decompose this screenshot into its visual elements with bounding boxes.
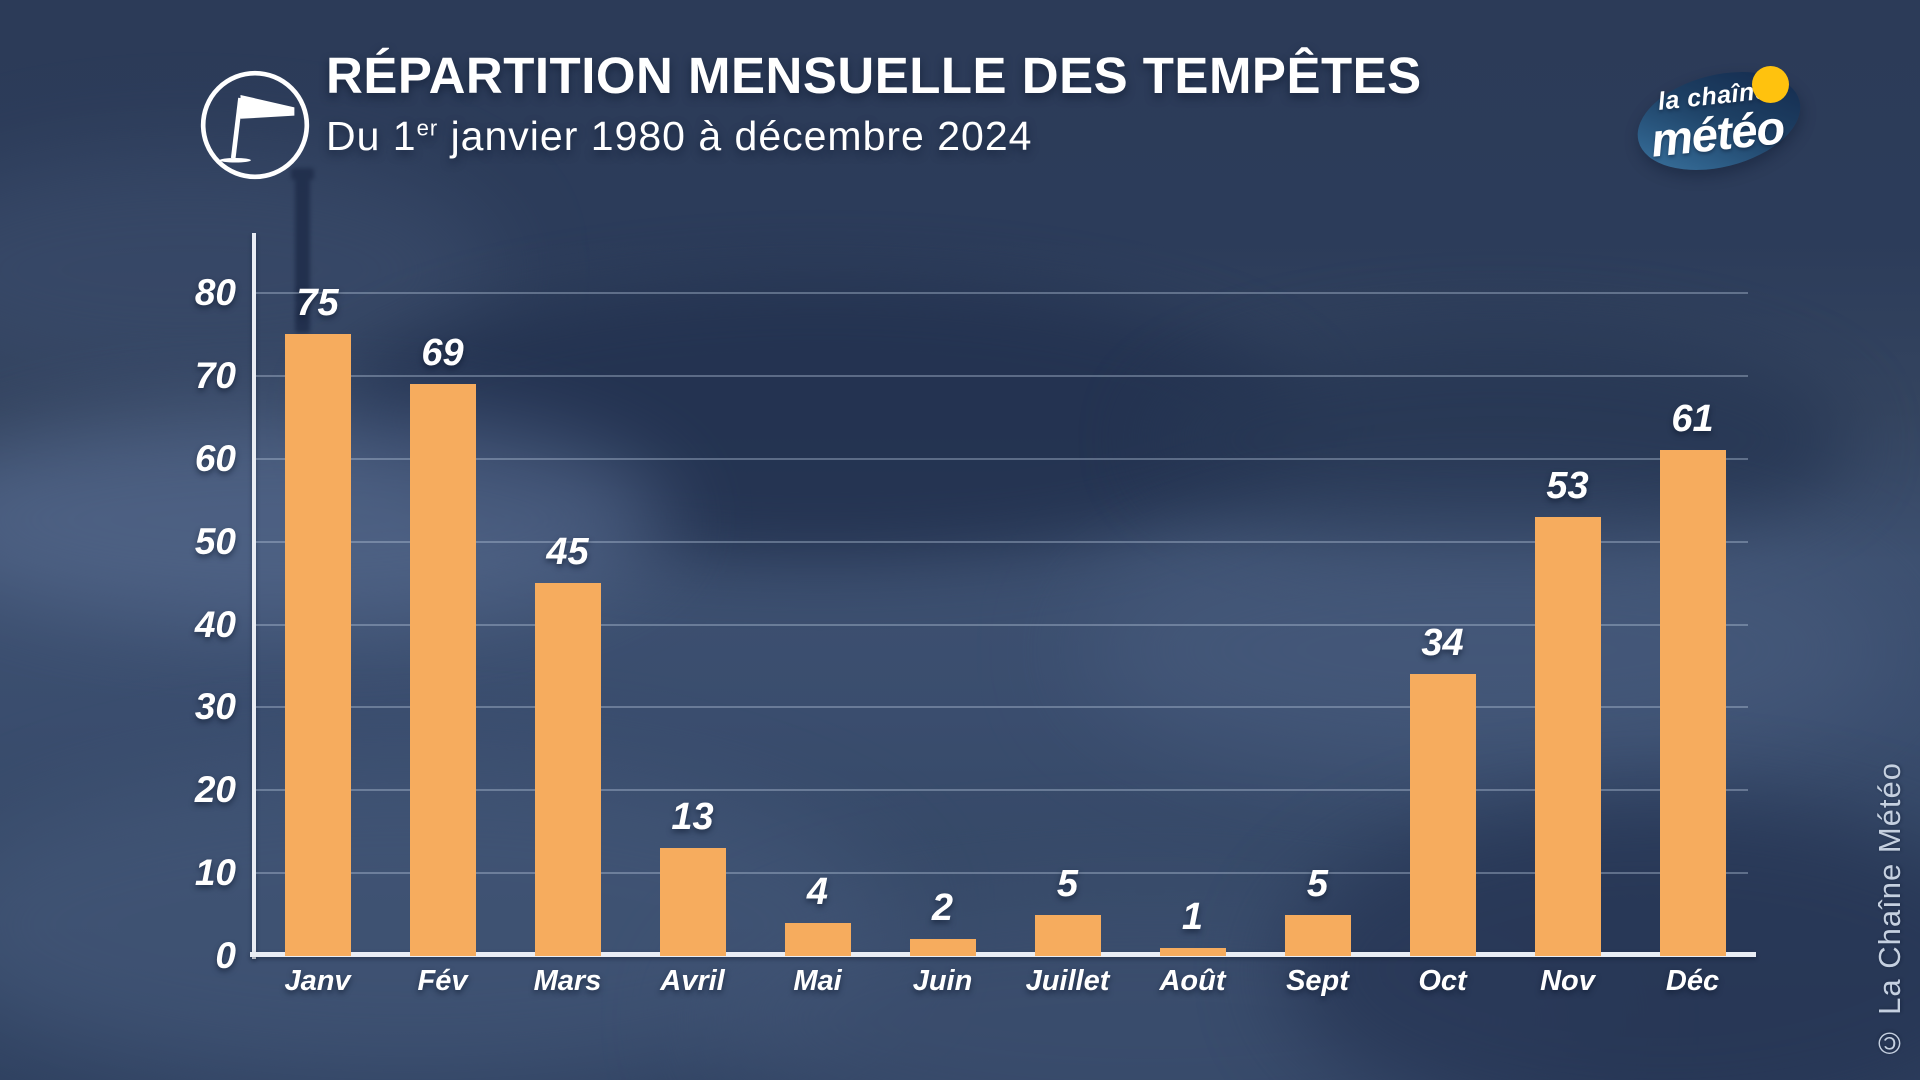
y-axis-label-80: 80 — [194, 272, 236, 313]
bar-value-label-nov: 53 — [1546, 464, 1589, 507]
y-axis-label-70: 70 — [194, 354, 236, 396]
y-axis-label-10: 10 — [194, 852, 236, 894]
bar-value-label-fév: 69 — [421, 332, 464, 375]
x-axis-line — [250, 952, 1756, 957]
bar-value-label-août: 1 — [1181, 895, 1204, 938]
bar-janv — [284, 334, 351, 956]
x-axis-label-sept: Sept — [1286, 965, 1349, 997]
bar-oct — [1409, 674, 1476, 956]
y-axis-label-30: 30 — [194, 686, 236, 728]
bar-juillet — [1034, 914, 1101, 956]
gridline-10 — [256, 872, 1748, 875]
bar-mars — [534, 583, 601, 956]
bar-sept — [1284, 914, 1351, 956]
gridline-70 — [256, 374, 1748, 377]
bar-value-label-mars: 45 — [546, 531, 589, 574]
sun-icon — [1752, 66, 1789, 103]
page-subtitle: Du 1er janvier 1980 à décembre 2024 — [326, 113, 1422, 160]
bar-value-label-avril: 13 — [671, 796, 714, 839]
x-axis-label-avril: Avril — [660, 965, 725, 997]
gridline-80 — [256, 292, 1748, 294]
x-axis-label-août: Août — [1159, 965, 1226, 997]
bar-value-label-oct: 34 — [1421, 622, 1464, 665]
gridline-60 — [256, 457, 1748, 460]
bar-avril — [659, 848, 726, 956]
x-axis-label-mai: Mai — [793, 965, 842, 997]
x-axis-label-juillet: Juillet — [1025, 965, 1110, 997]
gridline-30 — [256, 706, 1748, 709]
bar-value-label-mai: 4 — [806, 870, 829, 913]
gridline-50 — [256, 540, 1748, 543]
x-axis-label-oct: Oct — [1418, 965, 1467, 997]
bar-fév — [409, 384, 476, 956]
copyright-watermark: © La Chaîne Météo — [1872, 761, 1907, 1060]
windsock-icon — [198, 68, 312, 182]
gridline-40 — [256, 623, 1748, 626]
x-axis-label-mars: Mars — [533, 965, 602, 997]
subtitle-prefix: Du 1 — [326, 113, 417, 159]
bar-value-label-juillet: 5 — [1056, 862, 1079, 905]
y-axis-label-60: 60 — [194, 437, 236, 479]
y-axis-label-50: 50 — [194, 520, 236, 562]
bar-value-label-juin: 2 — [931, 887, 954, 930]
y-axis-label-40: 40 — [194, 603, 236, 645]
bar-mai — [784, 922, 851, 956]
header: RÉPARTITION MENSUELLE DES TEMPÊTES Du 1e… — [326, 46, 1422, 160]
y-axis-label-0: 0 — [215, 935, 236, 976]
bar-nov — [1534, 516, 1601, 956]
y-axis-line — [252, 233, 256, 959]
bar-juin — [909, 939, 976, 956]
bar-déc — [1659, 450, 1726, 956]
x-axis-label-juin: Juin — [912, 965, 973, 997]
gridline-20 — [256, 789, 1748, 792]
subtitle-rest: janvier 1980 à décembre 2024 — [438, 113, 1033, 159]
subtitle-superscript: er — [416, 115, 439, 141]
page-title: RÉPARTITION MENSUELLE DES TEMPÊTES — [326, 47, 1422, 104]
lighthouse-silhouette — [291, 168, 314, 333]
x-axis-label-déc: Déc — [1665, 965, 1720, 997]
x-axis-label-janv: Janv — [284, 965, 351, 997]
bar-value-label-janv: 75 — [296, 282, 339, 325]
bar-value-label-déc: 61 — [1671, 398, 1714, 441]
bar-août — [1159, 947, 1226, 956]
x-axis-label-fév: Fév — [417, 965, 468, 997]
x-axis-label-nov: Nov — [1540, 965, 1595, 997]
y-axis-label-20: 20 — [194, 769, 236, 811]
bar-value-label-sept: 5 — [1306, 862, 1329, 905]
